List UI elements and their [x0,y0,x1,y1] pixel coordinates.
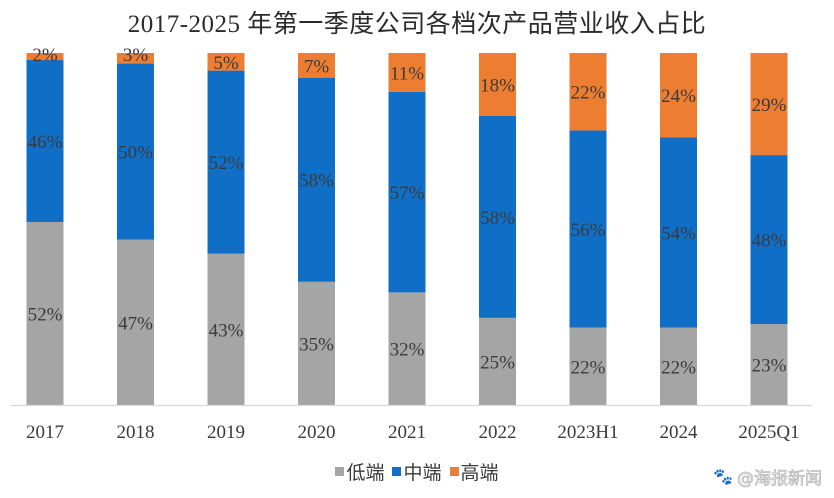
data-label-2023H1-2: 22% [571,83,606,104]
data-label-2024-1: 54% [661,224,696,245]
x-tick-label: 2021 [388,422,426,443]
x-tick-label: 2017 [26,422,64,443]
data-label-2019-0: 43% [209,320,244,341]
x-tick-label: 2023H1 [557,422,618,443]
data-label-2020-2: 7% [304,56,330,77]
bar-segment-2021-2 [388,53,426,92]
data-label-2022-1: 58% [480,208,515,229]
x-tick-label: 2020 [298,422,336,443]
bar-segment-2017-2 [26,53,64,61]
x-tick-label: 2018 [117,422,155,443]
x-tick-label: 2024 [660,422,699,443]
bar-segment-2021-0 [388,292,426,405]
bar-segment-2023H1-2 [569,53,607,131]
bar-segment-2024-2 [660,53,697,138]
watermark: 🐾 @海报新闻 [713,464,822,489]
bar-segment-2018-0 [117,239,154,405]
data-label-2024-0: 22% [661,357,696,378]
watermark-text: @海报新闻 [737,469,823,490]
data-label-2022-0: 25% [480,352,515,373]
bar-segment-2025Q1-2 [750,53,788,156]
legend-swatch [392,467,402,476]
bar-segment-2025Q1-1 [750,155,788,325]
bar-segment-2019-2 [207,53,245,71]
data-label-2023H1-0: 22% [571,357,606,378]
bars-group [26,53,788,405]
bar-segment-2018-1 [117,63,154,240]
baidu-paw-icon: 🐾 [713,467,733,486]
bar-segment-2019-0 [207,253,245,405]
legend-swatch [335,467,345,476]
bar-segment-2022-2 [479,53,516,116]
x-tick-label: 2025Q1 [738,422,799,443]
data-label-2025Q1-2: 29% [752,95,787,116]
legend-label: 高端 [460,462,499,484]
chart-title: 2017-2025 年第一季度公司各档次产品营业收入占比 [127,11,707,38]
data-label-2018-0: 47% [118,313,153,334]
bar-segment-2024-1 [660,137,697,328]
data-label-2021-2: 11% [390,63,424,84]
legend: 低端 中端 高端 [0,458,834,485]
data-labels-group: 52% 46% 2% 47% 50% 3% 43% 52% 5% 35% 58% 7% 32% 57% 11… [28,45,787,378]
data-label-2022-2: 18% [480,75,515,96]
data-label-2021-0: 32% [390,340,425,361]
legend-label: 中端 [403,462,442,484]
data-label-2018-2: 3% [123,45,149,66]
bar-segment-2020-1 [298,77,335,282]
data-label-2025Q1-1: 48% [752,231,787,252]
data-label-2017-1: 46% [28,132,63,153]
data-label-2021-1: 57% [390,183,425,204]
legend-item-0: 低端 [335,458,384,485]
x-tick-labels-group: 2017 2018 2019 2020 2021 2022 2023H1 2024 2025Q1 [26,422,800,443]
bar-segment-2023H1-1 [569,130,607,328]
data-label-2017-2: 2% [32,45,58,66]
legend-item-1: 中端 [392,458,442,485]
bar-segment-2020-2 [298,53,335,78]
data-label-2020-0: 35% [299,334,334,355]
legend-swatch [449,467,459,476]
bar-segment-2021-1 [388,91,426,293]
data-label-2025Q1-0: 23% [752,356,787,377]
bar-segment-2022-0 [479,317,516,405]
data-label-2019-1: 52% [209,153,244,174]
bar-segment-2017-1 [26,60,64,222]
bar-segment-2020-0 [298,281,335,405]
bar-segment-2018-2 [117,53,154,64]
x-tick-label: 2019 [207,422,245,443]
bar-segment-2024-0 [660,327,697,405]
bar-segment-2023H1-0 [569,327,607,405]
data-label-2017-0: 52% [28,304,63,325]
x-tick-label: 2022 [479,422,517,443]
data-label-2018-1: 50% [118,143,153,164]
data-label-2020-1: 58% [299,171,334,192]
data-label-2024-2: 24% [661,86,696,107]
bar-segment-2022-1 [479,115,516,318]
data-label-2023H1-1: 56% [571,220,606,241]
legend-label: 低端 [346,462,385,484]
data-label-2019-2: 5% [213,53,239,74]
legend-item-2: 高端 [449,458,499,485]
bar-segment-2017-0 [26,221,64,405]
bar-segment-2019-1 [207,70,245,254]
bar-segment-2025Q1-0 [750,324,788,405]
